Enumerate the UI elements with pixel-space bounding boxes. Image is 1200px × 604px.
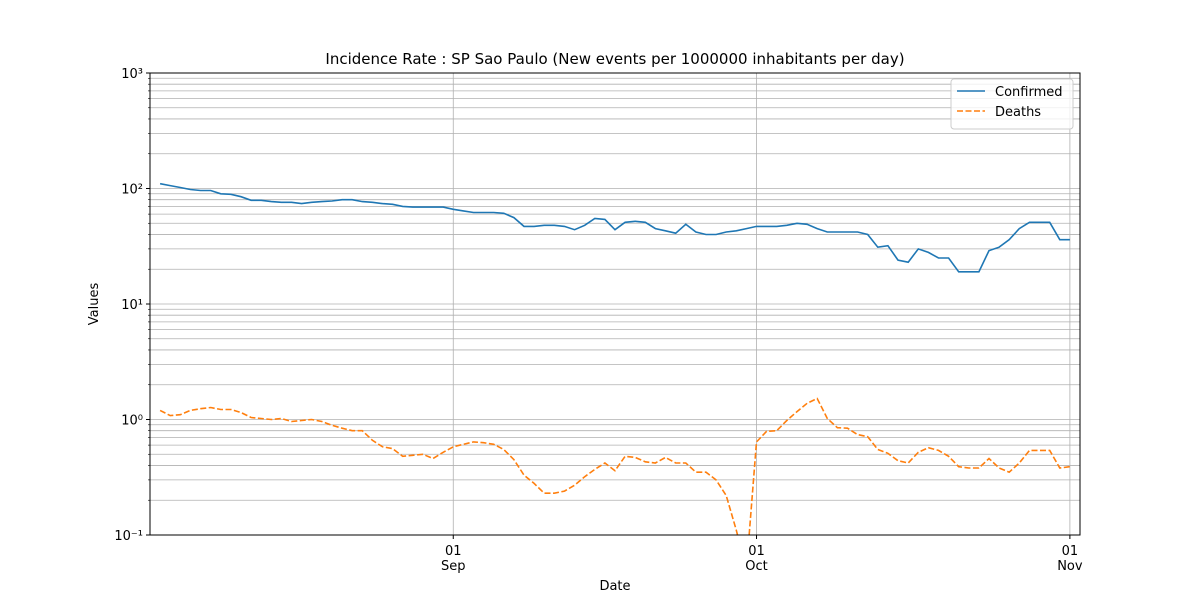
legend-label: Deaths <box>995 105 1041 120</box>
chart-title: Incidence Rate : SP Sao Paulo (New event… <box>325 50 904 68</box>
x-tick-label: Oct <box>745 559 767 574</box>
x-tick-label: Nov <box>1057 559 1083 574</box>
y-tick-label: 10⁰ <box>121 414 143 429</box>
x-tick-label: 01 <box>1062 544 1079 559</box>
y-tick-label: 10² <box>121 183 143 198</box>
line-series <box>159 182 1070 273</box>
x-tick-label: 01 <box>748 544 765 559</box>
y-tick-label: 10¹ <box>121 298 143 313</box>
line-series <box>159 397 1071 535</box>
legend-label: Confirmed <box>995 85 1063 100</box>
x-tick-label: 01 <box>445 544 462 559</box>
plot-frame <box>149 72 1081 536</box>
y-axis-label: Values <box>87 283 102 326</box>
plot-lines <box>159 182 1071 535</box>
y-tick-label: 10⁻¹ <box>114 529 143 544</box>
x-tick-label: Sep <box>441 559 466 574</box>
x-axis-label: Date <box>599 579 630 594</box>
y-tick-label: 10³ <box>121 67 143 82</box>
